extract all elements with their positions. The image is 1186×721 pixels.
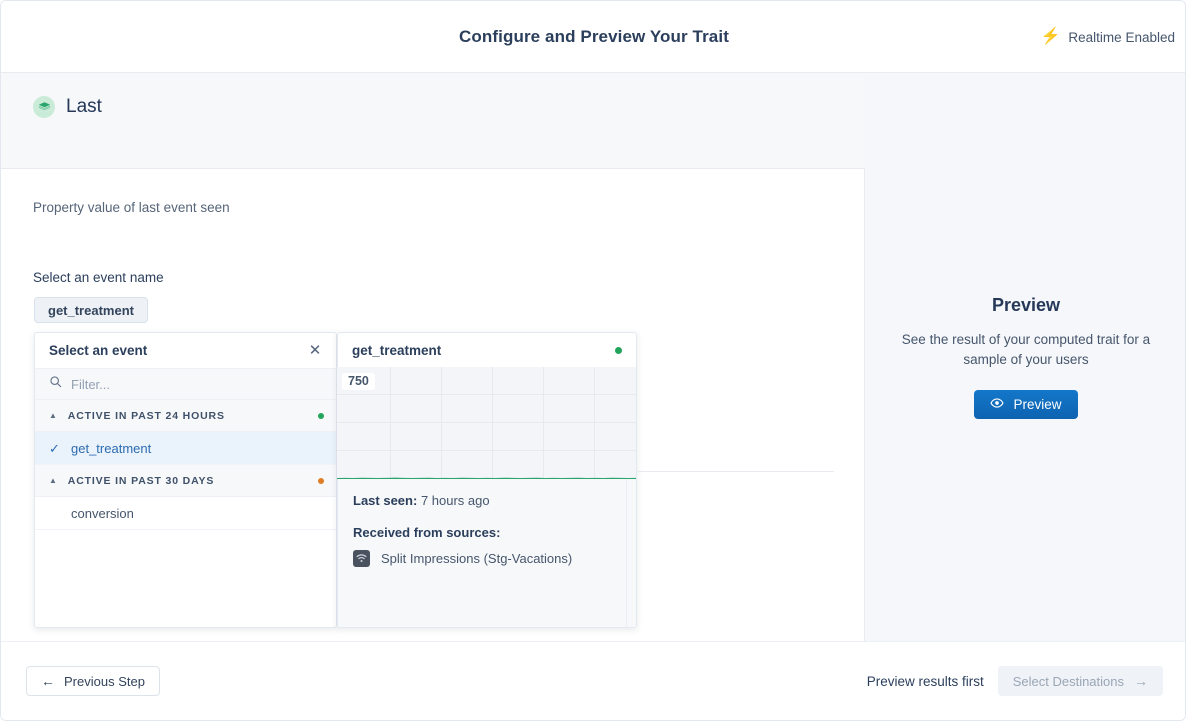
option-label: get_treatment [71, 440, 152, 456]
chevron-up-icon: ▲ [49, 410, 58, 420]
preview-empty-state: Preview See the result of your computed … [865, 73, 1185, 641]
trait-name: Last [66, 96, 102, 117]
preview-title: Preview [991, 295, 1061, 315]
last-seen-value: 7 hours ago [420, 493, 490, 508]
eye-icon [990, 396, 1005, 413]
wifi-icon [353, 550, 370, 567]
arrow-left-icon: ← [41, 673, 55, 689]
preview-button[interactable]: Preview [974, 390, 1078, 419]
select-destinations-label: Select Destinations [1012, 673, 1124, 689]
chart-plot-area [337, 367, 636, 479]
previous-step-label: Previous Step [64, 673, 145, 689]
filter-row[interactable] [35, 369, 336, 400]
chevron-up-icon: ▲ [49, 475, 58, 485]
dropdown-group-header-24h[interactable]: ▲ ACTIVE IN PAST 24 HOURS [35, 400, 336, 432]
group-label: ACTIVE IN PAST 24 HOURS [67, 409, 225, 422]
chart-baseline-extension [636, 471, 834, 472]
dropdown-option-conversion[interactable]: conversion [35, 497, 336, 530]
detail-info: Last seen: 7 hours ago Received from sou… [353, 493, 623, 567]
preview-pane: Preview See the result of your computed … [865, 73, 1185, 641]
footer-bar [1, 641, 1185, 720]
layers-icon [33, 96, 55, 118]
last-seen-label: Last seen: [353, 493, 418, 508]
dropdown-option-get-treatment[interactable]: ✓ get_treatment [35, 432, 336, 465]
realtime-status: ⚡ Realtime Enabled [1041, 1, 1176, 73]
option-label: conversion [71, 505, 134, 521]
configuration-pane: Last Property value of last event seen S… [1, 73, 865, 641]
event-select-dropdown: Select an event ✕ ▲ ACTIVE IN PAST 24 HO… [34, 332, 337, 628]
detail-title: get_treatment [352, 343, 442, 358]
detail-status-dot [615, 347, 622, 354]
dropdown-title: Select an event [49, 343, 148, 358]
source-name: Split Impressions (Stg-Vacations) [381, 551, 573, 566]
preview-description: See the result of your computed trait fo… [901, 332, 1151, 367]
footer-actions: Preview results first Select Destination… [867, 666, 1163, 696]
search-input[interactable] [71, 376, 291, 392]
detail-header: get_treatment [338, 333, 636, 369]
dropdown-header: Select an event ✕ [35, 333, 336, 369]
preview-button-label: Preview [1013, 397, 1062, 412]
page-title: Configure and Preview Your Trait [459, 27, 729, 46]
group-status-dot [318, 477, 324, 484]
event-volume-chart: 750 [337, 367, 636, 479]
trait-title-row: Last [33, 96, 102, 118]
close-icon[interactable]: ✕ [308, 342, 322, 359]
sources-label: Received from sources: [353, 525, 501, 540]
source-item: Split Impressions (Stg-Vacations) [353, 550, 623, 567]
top-bar: Configure and Preview Your Trait ⚡ Realt… [1, 1, 1185, 73]
group-status-dot [318, 412, 324, 419]
detail-scrollbar[interactable] [626, 369, 636, 627]
trait-header [1, 73, 865, 169]
trait-description: Property value of last event seen [33, 200, 230, 215]
last-seen-row: Last seen: 7 hours ago [353, 493, 623, 508]
chart-series [337, 477, 636, 479]
check-icon: ✓ [49, 440, 60, 456]
search-icon [49, 375, 62, 393]
lightning-bolt-icon: ⚡ [1040, 28, 1061, 45]
realtime-label: Realtime Enabled [1068, 29, 1175, 45]
selected-event-chip[interactable]: get_treatment [34, 297, 148, 323]
select-destinations-button[interactable]: Select Destinations → [997, 666, 1163, 696]
select-event-label: Select an event name [33, 270, 164, 285]
arrow-right-icon: → [1134, 673, 1148, 689]
chart-y-tick-label: 750 [342, 373, 375, 390]
dropdown-group-header-30d[interactable]: ▲ ACTIVE IN PAST 30 DAYS [35, 465, 336, 497]
group-label: ACTIVE IN PAST 30 DAYS [67, 474, 215, 487]
preview-hint: Preview results first [866, 673, 984, 689]
previous-step-button[interactable]: ← Previous Step [26, 666, 160, 696]
